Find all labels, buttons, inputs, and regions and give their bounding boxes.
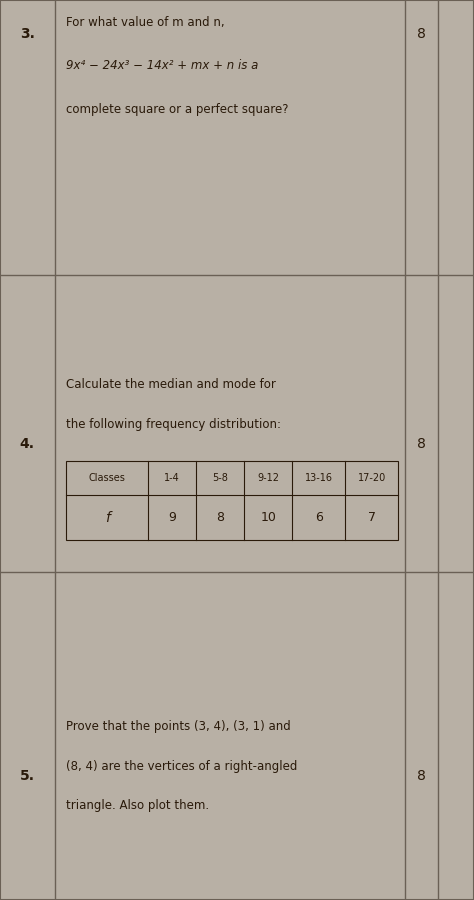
Text: 5-8: 5-8 — [212, 472, 228, 483]
Text: triangle. Also plot them.: triangle. Also plot them. — [66, 799, 210, 812]
Text: 3.: 3. — [20, 27, 35, 41]
Text: 4.: 4. — [20, 436, 35, 451]
Text: 9-12: 9-12 — [257, 472, 279, 483]
Text: 6: 6 — [315, 511, 323, 524]
Text: 9: 9 — [168, 511, 176, 524]
Text: complete square or a perfect square?: complete square or a perfect square? — [66, 103, 289, 115]
Text: 10: 10 — [260, 511, 276, 524]
Text: Prove that the points (3, 4), (3, 1) and: Prove that the points (3, 4), (3, 1) and — [66, 720, 291, 733]
Text: Classes: Classes — [89, 472, 126, 483]
Text: Calculate the median and mode for: Calculate the median and mode for — [66, 378, 276, 391]
Text: the following frequency distribution:: the following frequency distribution: — [66, 418, 282, 430]
Text: 9x⁴ − 24x³ − 14x² + mx + n is a: 9x⁴ − 24x³ − 14x² + mx + n is a — [66, 59, 259, 72]
Text: 1-4: 1-4 — [164, 472, 180, 483]
Text: For what value of m and n,: For what value of m and n, — [66, 16, 225, 29]
Text: 13-16: 13-16 — [305, 472, 333, 483]
Text: 8: 8 — [418, 27, 426, 41]
Text: f: f — [105, 510, 109, 525]
Text: 5.: 5. — [20, 770, 35, 784]
Text: 8: 8 — [216, 511, 224, 524]
Text: 7: 7 — [368, 511, 376, 524]
Text: 17-20: 17-20 — [357, 472, 386, 483]
Bar — [66, 461, 398, 540]
Text: 8: 8 — [418, 436, 426, 451]
Text: (8, 4) are the vertices of a right-angled: (8, 4) are the vertices of a right-angle… — [66, 760, 298, 772]
Text: 8: 8 — [418, 770, 426, 784]
